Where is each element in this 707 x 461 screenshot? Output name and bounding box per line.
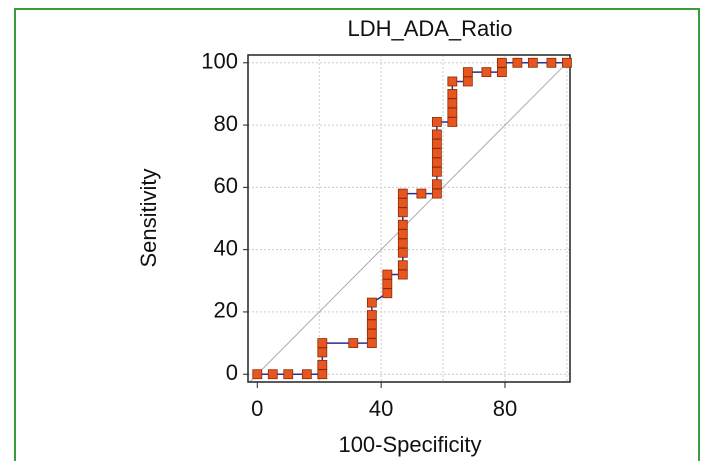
roc-point (447, 76, 458, 87)
y-tick-label: 20 (214, 298, 238, 323)
reference-diagonal (249, 59, 571, 383)
roc-point (527, 57, 538, 68)
roc-point (366, 338, 377, 348)
roc-point (397, 229, 408, 239)
roc-point (481, 67, 492, 78)
roc-point (431, 148, 442, 159)
roc-point (397, 207, 408, 218)
roc-point (431, 129, 442, 140)
roc-point (382, 288, 393, 299)
roc-point (447, 98, 458, 109)
y-tick-label: 0 (226, 360, 238, 385)
y-tick-label: 100 (201, 49, 238, 74)
roc-point (366, 310, 377, 320)
roc-point (397, 198, 408, 208)
roc-point (447, 107, 458, 118)
roc-point (366, 319, 377, 330)
roc-point (317, 347, 328, 358)
y-axis-label: Sensitivity (136, 168, 161, 267)
roc-point (252, 369, 263, 380)
roc-point (546, 57, 557, 68)
chart-title: LDH_ADA_Ratio (347, 16, 512, 41)
roc-point (397, 247, 408, 258)
roc-point (382, 278, 393, 289)
roc-point (382, 269, 393, 280)
roc-point (562, 57, 572, 68)
roc-point (267, 369, 278, 380)
roc-point (397, 260, 408, 271)
roc-point (496, 57, 507, 68)
roc-point (397, 238, 408, 249)
roc-point (431, 179, 442, 190)
x-tick-label: 0 (251, 396, 263, 421)
roc-point (301, 369, 312, 380)
frame-border (14, 8, 700, 461)
roc-point (348, 338, 359, 348)
roc-point (283, 369, 294, 380)
roc-point (366, 328, 377, 339)
roc-point (462, 76, 473, 87)
roc-point (447, 117, 458, 127)
roc-point (431, 166, 442, 177)
roc-point (431, 138, 442, 149)
y-tick-label: 80 (214, 111, 238, 136)
roc-point (397, 219, 408, 230)
roc-point (317, 369, 328, 380)
y-tick-label: 60 (214, 173, 238, 198)
roc-point (317, 338, 328, 348)
roc-point (317, 359, 328, 370)
x-tick-label: 80 (493, 396, 517, 421)
roc-point (447, 89, 458, 99)
x-axis-label: 100-Specificity (338, 432, 481, 457)
x-tick-label: 40 (369, 396, 393, 421)
roc-point (496, 67, 507, 78)
roc-point (397, 269, 408, 280)
roc-point (462, 67, 473, 78)
roc-point (431, 117, 442, 127)
roc-point (431, 188, 442, 199)
roc-point (366, 297, 377, 308)
plot-frame (247, 54, 571, 383)
roc-point (512, 57, 523, 68)
y-tick-label: 40 (214, 235, 238, 260)
roc-point (431, 157, 442, 168)
roc-point (397, 188, 408, 199)
roc-point (416, 188, 427, 199)
